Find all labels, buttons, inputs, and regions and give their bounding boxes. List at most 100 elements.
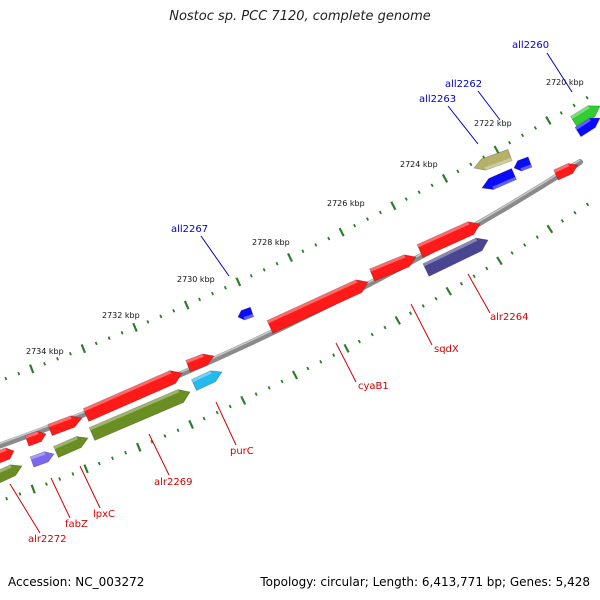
gene-all2263-arrow[interactable] [481, 167, 517, 190]
gene-all2263b-arrow-highlight [520, 164, 532, 172]
gene-alr2268-arrow[interactable] [82, 370, 183, 422]
gene-lpxC-arrow-body [47, 415, 83, 437]
tick-mark-lower [228, 404, 232, 409]
leader-all2262 [477, 90, 501, 121]
tick-mark-upper [390, 201, 397, 211]
tick-mark-lower [510, 251, 514, 255]
accession-text: Accession: NC_003272 [8, 575, 145, 589]
gene-all2267-arrow-highlight [243, 313, 254, 320]
gene-all2260-arrow-body [570, 105, 600, 129]
tick-mark-upper [235, 277, 242, 287]
tick-mark-lower [188, 419, 194, 430]
gene-fabZ-arrow-body [24, 430, 47, 447]
gene-lpxC-arrow[interactable] [47, 415, 83, 437]
gene-sqdX-arrow-body [369, 254, 417, 282]
gene-label-fabZ[interactable]: fabZ [65, 519, 88, 530]
tick-mark-upper [327, 236, 331, 241]
tick-mark-lower [58, 477, 62, 481]
tick-mark-lower [215, 410, 219, 415]
tick-mark-upper [159, 314, 163, 319]
gene-fabZ-arrow-highlight [25, 431, 39, 439]
leader-purC [215, 401, 237, 446]
tick-mark-upper [183, 300, 190, 310]
gene-purC-arrow[interactable] [190, 370, 223, 391]
tick-label-2722: 2722 kbp [474, 119, 512, 128]
gene-all2260b-arrow[interactable] [574, 117, 600, 138]
gene-alr2269-arrow-highlight [89, 389, 180, 431]
gene-all2260-arrow[interactable] [570, 105, 600, 129]
gene-purC-arrow-body [190, 370, 223, 391]
gene-label-all2262[interactable]: all2262 [445, 79, 482, 90]
gene-label-lpxC[interactable]: lpxC [93, 509, 115, 520]
tick-mark-upper [275, 261, 279, 266]
gene-label-all2263[interactable]: all2263 [419, 94, 456, 105]
gene-purK-arrow[interactable] [185, 353, 215, 373]
gene-label-all2267[interactable]: all2267 [171, 224, 208, 235]
gene-all2262-arrow[interactable] [473, 148, 513, 171]
tick-mark-upper [80, 344, 87, 354]
gene-label-alr2264[interactable]: alr2264 [490, 312, 528, 323]
tick-mark-lower [83, 464, 89, 474]
gene-cyaB1-arrow[interactable] [266, 279, 369, 334]
tick-mark-upper [146, 320, 150, 324]
gene-sqdX-arrow[interactable] [369, 254, 417, 282]
tick-mark-lower [421, 304, 425, 308]
tick-mark-lower [202, 416, 206, 421]
tick-mark-lower [267, 386, 271, 390]
gene-fabZ-b-arrow[interactable] [29, 451, 55, 468]
gene-alr2269-arrow-body [88, 389, 191, 441]
gene-fabZ-arrow[interactable] [24, 430, 47, 447]
gene-label-sqdX[interactable]: sqdX [434, 344, 459, 355]
tick-mark-upper [198, 297, 202, 302]
gene-purC-arrow-highlight [191, 370, 212, 383]
gene-alr2269-arrow[interactable] [88, 389, 191, 441]
tick-labels: 2720 kbp 2722 kbp 2724 kbp 2726 kbp 2728… [26, 78, 584, 356]
tick-label-2724: 2724 kbp [400, 160, 438, 169]
tick-mark-lower [291, 370, 299, 380]
gene-alr2272-arrow[interactable] [0, 447, 15, 464]
tick-mark-lower [5, 496, 9, 501]
gene-lpxC-b-arrow[interactable] [53, 436, 89, 459]
tick-mark-upper [469, 162, 473, 167]
tick-mark-upper [456, 169, 460, 174]
tick-mark-lower [332, 353, 336, 357]
leader-alr2264 [467, 273, 491, 314]
gene-alr2268-arrow-body [82, 370, 183, 422]
tick-mark-upper [29, 364, 35, 374]
tick-mark-lower [535, 235, 539, 239]
tick-label-2728: 2728 kbp [252, 238, 290, 247]
leader-fabZ [50, 477, 71, 519]
tick-mark-upper [508, 140, 512, 145]
gene-alr2272-b-arrow[interactable] [0, 464, 23, 484]
gene-alr2272-b-arrow-body [0, 464, 23, 484]
gene-label-all2260[interactable]: all2260 [512, 40, 549, 51]
gene-features [0, 105, 600, 484]
gene-all2263b-arrow[interactable] [513, 156, 533, 172]
tick-mark-lower [124, 450, 128, 455]
tick-mark-upper [338, 227, 345, 237]
gene-alr2264-arrow-highlight [422, 238, 478, 267]
tick-mark-upper [249, 274, 253, 278]
tick-mark-upper [17, 371, 21, 376]
tick-label-2734: 2734 kbp [26, 347, 64, 356]
tick-mark-lower [434, 296, 438, 301]
gene-alr2264-arrow[interactable] [422, 237, 489, 277]
gene-label-purC[interactable]: purC [230, 446, 254, 457]
tick-mark-upper [314, 243, 318, 247]
gene-all2263-arrow-body [481, 167, 517, 190]
gene-label-alr2272[interactable]: alr2272 [28, 534, 66, 545]
gene-small-forward-arrow[interactable] [553, 163, 579, 181]
gene-alr2265-arrow[interactable] [416, 221, 481, 258]
gene-label-alr2269[interactable]: alr2269 [154, 477, 192, 488]
tick-mark-lower [111, 456, 114, 460]
gene-all2267-arrow[interactable] [237, 306, 255, 321]
tick-mark-upper [94, 341, 98, 346]
tick-mark-lower [18, 492, 22, 496]
gene-label-cyaB1[interactable]: cyaB1 [358, 381, 389, 392]
gene-labels: all2260 all2262 all2263 all2267 alr2264 … [28, 40, 549, 545]
leader-all2267 [200, 235, 230, 277]
tick-mark-upper [353, 223, 357, 228]
gene-all2262-arrow-body [473, 148, 513, 171]
gene-lpxC-arrow-highlight [47, 415, 72, 428]
leader-alr2269 [148, 433, 170, 476]
